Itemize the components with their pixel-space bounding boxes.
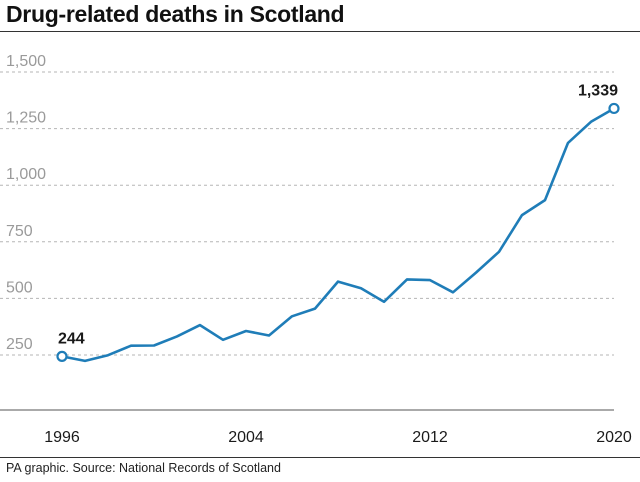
series-line xyxy=(60,107,616,363)
endpoint-marker-2020 xyxy=(608,102,620,115)
data-labels: 244 1,339 xyxy=(58,82,618,347)
y-tick-label-1000: 1,000 xyxy=(6,166,46,183)
data-label-2020: 1,339 xyxy=(578,82,618,99)
footer-divider xyxy=(0,457,640,458)
data-label-1996: 244 xyxy=(58,330,85,347)
x-tick-label-2020: 2020 xyxy=(596,429,632,446)
series-line-0 xyxy=(60,107,616,363)
y-axis-ticks: 250 500 750 1,000 1,250 1,500 xyxy=(6,53,46,353)
x-tick-label-2004: 2004 xyxy=(228,429,264,446)
title-divider xyxy=(0,31,640,32)
grid-lines xyxy=(0,71,614,356)
y-tick-label-1250: 1,250 xyxy=(6,110,46,127)
endpoint-markers xyxy=(56,102,620,362)
x-tick-label-1996: 1996 xyxy=(44,429,80,446)
source-note: PA graphic. Source: National Records of … xyxy=(6,461,281,475)
y-tick-label-1500: 1,500 xyxy=(6,53,46,70)
x-tick-label-2012: 2012 xyxy=(412,429,448,446)
y-tick-label-250: 250 xyxy=(6,336,33,353)
y-tick-label-750: 750 xyxy=(6,223,33,240)
y-tick-label-500: 500 xyxy=(6,279,33,296)
chart-title: Drug-related deaths in Scotland xyxy=(6,1,345,27)
endpoint-marker-1996 xyxy=(56,350,68,362)
x-axis-ticks: 1996 2004 2012 2020 xyxy=(44,429,632,446)
